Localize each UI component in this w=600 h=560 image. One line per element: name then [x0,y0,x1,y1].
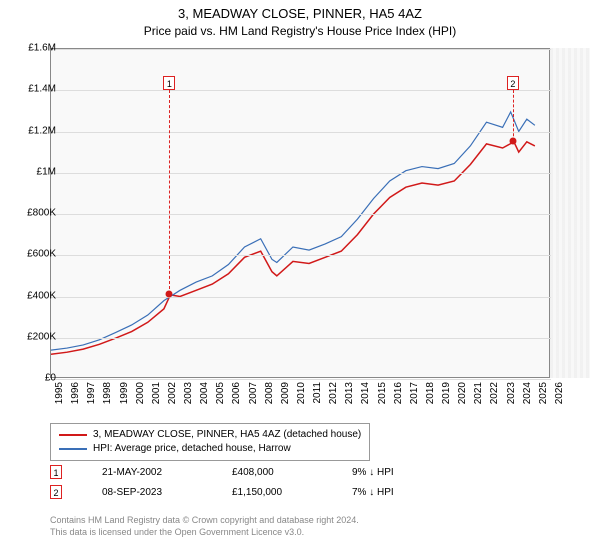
x-axis-label: 2005 [215,382,226,404]
x-axis-label: 1999 [119,382,130,404]
datapoint-marker: 1 [50,465,62,479]
gridline [51,214,551,215]
x-axis-label: 2007 [248,382,259,404]
datapoint-delta: 7% ↓ HPI [352,487,394,498]
y-axis-label: £1M [6,166,56,177]
y-axis-label: £1.6M [6,43,56,54]
marker-box: 2 [507,76,519,90]
x-axis-label: 2015 [377,382,388,404]
datapoint-price: £1,150,000 [232,487,312,498]
x-axis-label: 2026 [554,382,565,404]
datapoint-price: £408,000 [232,467,312,478]
datapoint-delta: 9% ↓ HPI [352,467,394,478]
marker-line [169,90,170,294]
x-axis-label: 2020 [457,382,468,404]
x-axis-label: 2008 [264,382,275,404]
datapoint-marker: 2 [50,485,62,499]
y-axis-label: £200K [6,331,56,342]
legend-swatch [59,434,87,436]
legend-label: HPI: Average price, detached house, Harr… [93,442,291,456]
attribution: Contains HM Land Registry data © Crown c… [50,514,359,538]
x-axis-label: 1996 [70,382,81,404]
gridline [51,49,551,50]
datapoint-date: 21-MAY-2002 [102,467,192,478]
plot-area [50,48,550,378]
gridline [51,297,551,298]
marker-box: 1 [163,76,175,90]
datapoint-date: 08-SEP-2023 [102,487,192,498]
x-axis-label: 1998 [102,382,113,404]
chart-area [50,48,590,378]
x-axis-label: 2024 [522,382,533,404]
legend-swatch [59,448,87,450]
x-axis-label: 2006 [231,382,242,404]
x-axis-label: 2009 [280,382,291,404]
gridline [51,255,551,256]
x-axis-label: 1997 [86,382,97,404]
x-axis-label: 2011 [312,382,323,404]
x-axis-label: 2022 [489,382,500,404]
datapoint-row: 1 21-MAY-2002 £408,000 9% ↓ HPI [50,465,394,479]
sale-dot [509,137,516,144]
legend: 3, MEADWAY CLOSE, PINNER, HA5 4AZ (detac… [50,423,370,461]
x-axis-label: 2013 [344,382,355,404]
x-axis-label: 2000 [135,382,146,404]
y-axis-label: £0 [6,373,56,384]
x-axis-label: 2016 [393,382,404,404]
chart-title: 3, MEADWAY CLOSE, PINNER, HA5 4AZ [0,0,600,21]
legend-row: 3, MEADWAY CLOSE, PINNER, HA5 4AZ (detac… [59,428,361,442]
legend-label: 3, MEADWAY CLOSE, PINNER, HA5 4AZ (detac… [93,428,361,442]
y-axis-label: £1.4M [6,84,56,95]
gridline [51,338,551,339]
y-axis-label: £800K [6,208,56,219]
x-axis-label: 2017 [409,382,420,404]
x-axis-label: 2003 [183,382,194,404]
x-axis-label: 2002 [167,382,178,404]
x-axis-label: 2012 [328,382,339,404]
gridline [51,132,551,133]
x-axis-label: 2004 [199,382,210,404]
x-axis-label: 2014 [360,382,371,404]
x-axis-label: 2023 [506,382,517,404]
y-axis-label: £1.2M [6,125,56,136]
sale-dot [166,290,173,297]
gridline [51,379,551,380]
legend-row: HPI: Average price, detached house, Harr… [59,442,361,456]
attribution-line2: This data is licensed under the Open Gov… [50,526,359,538]
series-line [51,112,535,350]
marker-line [513,90,514,141]
x-axis-label: 2025 [538,382,549,404]
x-axis-label: 2021 [473,382,484,404]
y-axis-label: £400K [6,290,56,301]
x-axis-label: 2018 [425,382,436,404]
future-band [550,48,590,378]
x-axis-label: 2019 [441,382,452,404]
gridline [51,173,551,174]
datapoint-row: 2 08-SEP-2023 £1,150,000 7% ↓ HPI [50,485,394,499]
x-axis-label: 2001 [151,382,162,404]
x-axis-label: 1995 [54,382,65,404]
attribution-line1: Contains HM Land Registry data © Crown c… [50,514,359,526]
y-axis-label: £600K [6,249,56,260]
x-axis-label: 2010 [296,382,307,404]
chart-subtitle: Price paid vs. HM Land Registry's House … [0,21,600,46]
gridline [51,90,551,91]
